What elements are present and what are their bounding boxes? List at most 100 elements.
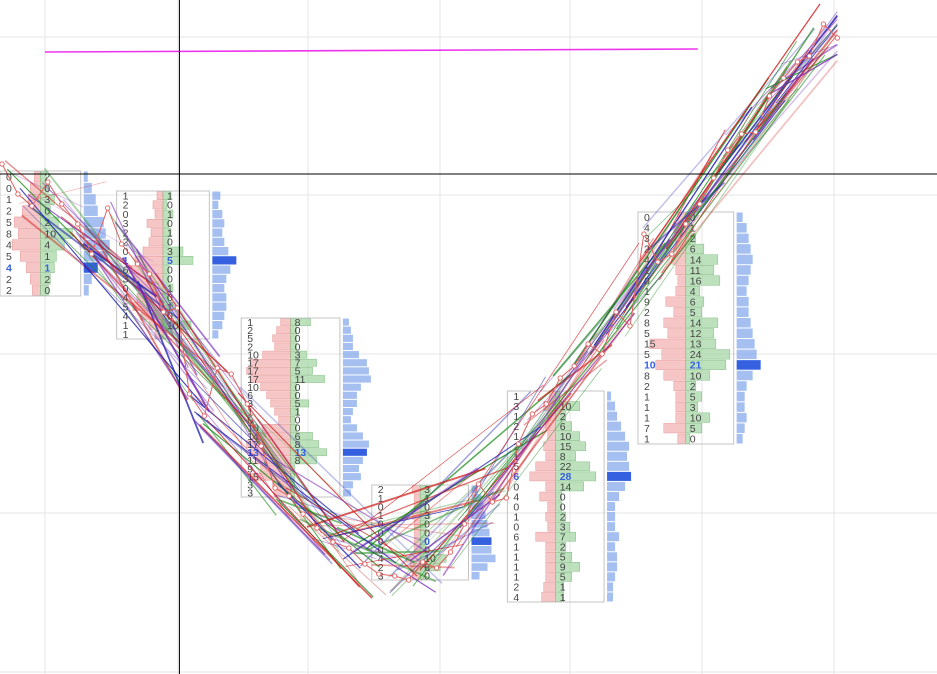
- fan-line: [64, 220, 142, 295]
- total-volume-bar: [83, 182, 92, 194]
- total-volume-bar: [342, 432, 363, 440]
- total-volume-bar: [212, 302, 227, 311]
- price-point: [585, 341, 591, 347]
- buy-volume-bar: [555, 521, 570, 532]
- fan-line: [638, 3, 821, 264]
- price-point: [286, 493, 292, 499]
- total-volume-bar: [607, 582, 614, 592]
- fan-line: [341, 384, 544, 543]
- price-path-group: [0, 21, 840, 583]
- total-volume-bar: [736, 391, 745, 402]
- buy-count-label: 4: [690, 286, 696, 298]
- fan-line: [577, 237, 655, 362]
- price-point: [613, 309, 619, 315]
- sell-count-label: 6: [513, 471, 519, 483]
- total-volume-bar: [736, 265, 751, 275]
- buy-volume-bar: [555, 421, 572, 431]
- fan-line: [136, 280, 205, 444]
- buy-volume-bar: [290, 407, 299, 416]
- price-point: [489, 499, 496, 505]
- sell-count-label: 1: [644, 412, 650, 424]
- buy-volume-bar: [290, 318, 311, 326]
- buy-volume-bar: [290, 432, 313, 440]
- total-volume-bar: [471, 571, 480, 580]
- price-point: [0, 161, 5, 167]
- sell-count-label: 2: [6, 206, 12, 218]
- sell-volume-bar: [665, 296, 687, 307]
- total-volume-bar: [212, 210, 223, 219]
- buy-volume-bar: [555, 491, 562, 502]
- buy-volume-bar: [555, 562, 580, 572]
- total-volume-bar: [83, 239, 110, 251]
- sell-volume-bar: [20, 250, 41, 262]
- sell-volume-bar: [146, 219, 164, 228]
- fan-line: [109, 213, 299, 491]
- sell-count-label: 4: [513, 592, 519, 604]
- sell-volume-bar: [280, 318, 291, 326]
- total-volume-bar: [607, 592, 614, 602]
- total-volume-bar: [342, 383, 361, 391]
- fan-line: [328, 466, 509, 537]
- total-volume-bar: [607, 522, 616, 532]
- total-volume-bar: [342, 326, 351, 334]
- price-point: [834, 35, 840, 41]
- buy-count-label: 12: [690, 328, 702, 340]
- buy-count-label: 13: [295, 447, 307, 459]
- sell-volume-bar: [545, 511, 556, 522]
- total-volume-bar: [736, 381, 747, 391]
- fan-line: [185, 372, 280, 469]
- sell-volume-bar: [677, 275, 687, 286]
- total-volume-bar: [212, 321, 223, 330]
- sell-count-label: 1: [644, 391, 650, 403]
- price-point: [362, 561, 368, 567]
- profile-block: 0 20 01 32 05 28 104 45 14 12 22 0: [0, 170, 110, 297]
- fan-line: [455, 339, 605, 548]
- fan-line: [660, 59, 838, 274]
- buy-count-label: 3: [44, 194, 50, 206]
- buy-volume-bar: [162, 265, 170, 274]
- sell-volume-bar: [675, 402, 687, 413]
- price-point: [376, 571, 382, 577]
- sell-count-label: 1: [513, 562, 519, 574]
- buy-volume-bar: [555, 501, 562, 512]
- buy-volume-bar: [162, 219, 170, 228]
- buy-count-label: 0: [295, 325, 301, 337]
- total-volume-bar: [607, 512, 616, 522]
- sell-count-label: 1: [644, 402, 650, 414]
- price-point: [118, 241, 125, 247]
- buy-count-label: 5: [690, 307, 696, 319]
- buy-volume-bar: [290, 358, 317, 367]
- sell-volume-bar: [260, 383, 291, 391]
- total-volume-bar: [736, 402, 745, 412]
- fan-line: [322, 490, 506, 537]
- buy-count-label: 21: [690, 360, 702, 372]
- sell-volume-bar: [262, 350, 291, 359]
- fan-line: [642, 28, 816, 229]
- buy-count-label: 1: [560, 582, 566, 594]
- sell-volume-bar: [270, 399, 291, 408]
- buy-count-label: 10: [44, 228, 56, 240]
- sell-count-label: 1: [513, 552, 519, 564]
- fan-line: [155, 273, 323, 534]
- total-volume-bar: [342, 342, 353, 351]
- total-volume-bar: [342, 334, 353, 342]
- sell-count-label: 17: [247, 374, 259, 386]
- price-point: [780, 75, 787, 81]
- fan-line: [625, 54, 826, 316]
- profile-block: 1820502010317717517111006035110010014617…: [240, 317, 371, 500]
- fan-line: [782, 12, 838, 81]
- sell-count-label: 1: [513, 431, 519, 443]
- sell-volume-bar: [675, 391, 687, 402]
- sell-count-label: 3: [247, 398, 253, 410]
- sell-count-label: 2: [123, 200, 129, 212]
- sell-count-label: 0: [123, 283, 129, 295]
- sell-count-label: 2: [6, 285, 12, 297]
- buy-count-label: 15: [560, 441, 572, 453]
- fan-line: [593, 106, 753, 346]
- buy-volume-bar: [162, 209, 174, 219]
- fan-line: [275, 498, 374, 598]
- sell-count-label: 4: [644, 254, 650, 266]
- level-line-group: [44, 48, 698, 53]
- buy-volume-bar: [290, 342, 297, 351]
